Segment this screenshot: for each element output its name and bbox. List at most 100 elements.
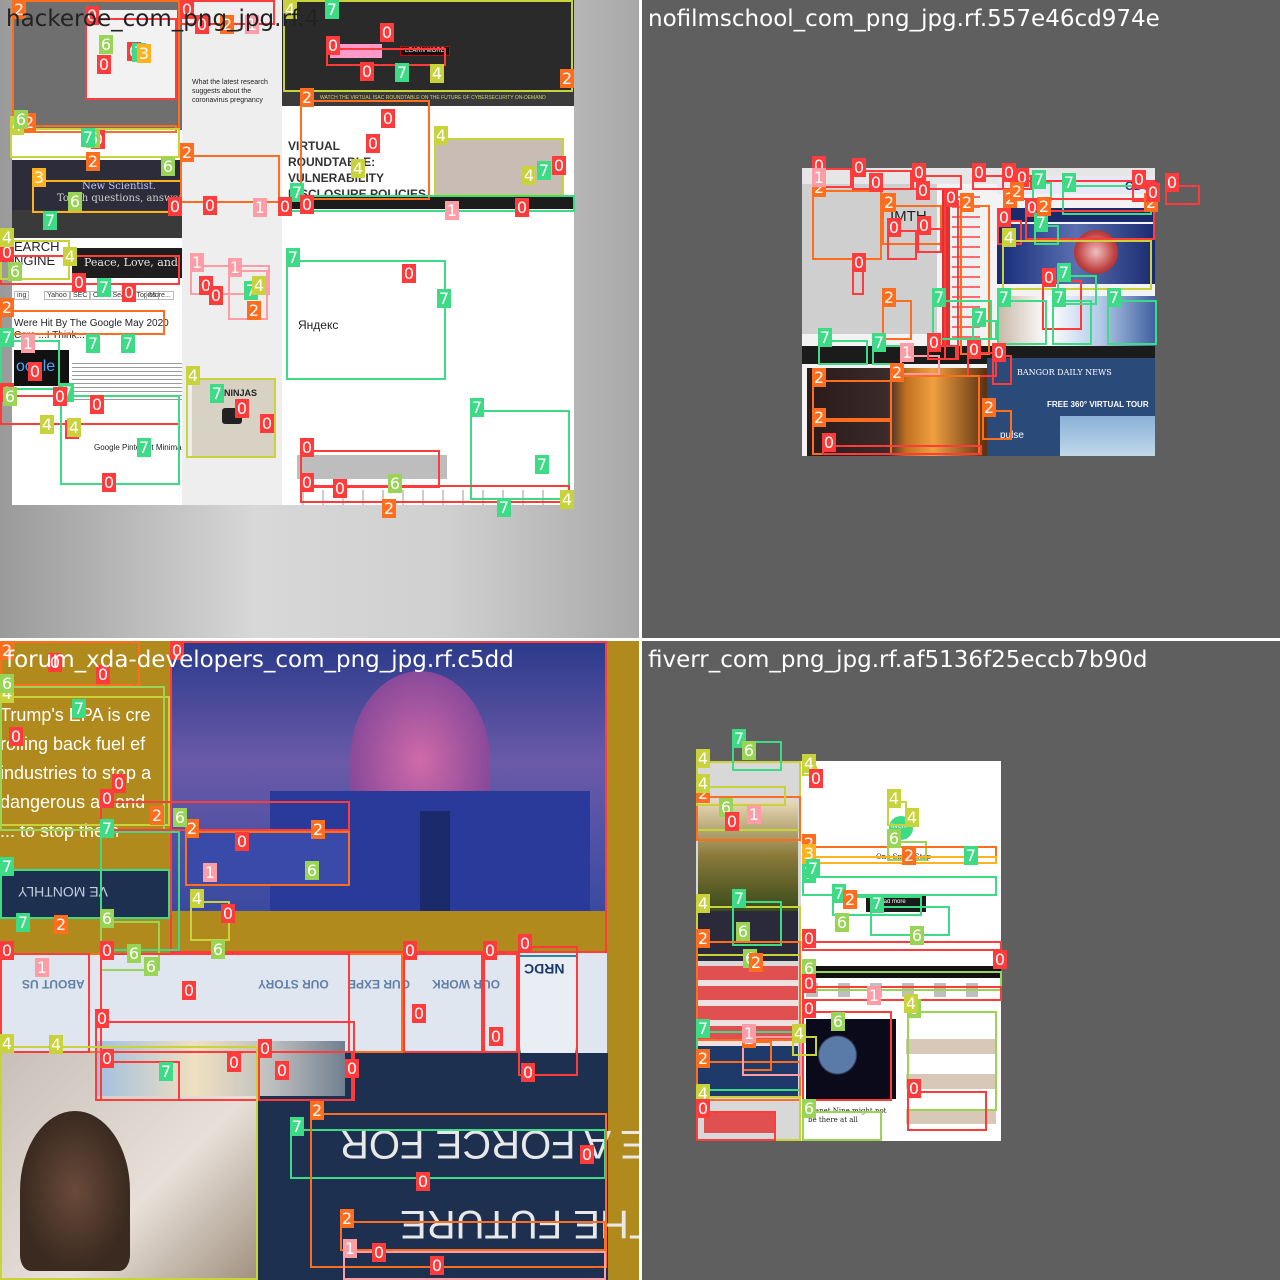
annotation-label: 7	[16, 913, 30, 932]
annotation-label: 6	[305, 861, 319, 880]
annotation-label: 6	[736, 922, 750, 941]
annotation-label: 0	[96, 665, 110, 684]
annotation-label: 0	[372, 1243, 386, 1262]
annotation-label: 0	[992, 343, 1006, 362]
annotation-label: 0	[300, 438, 314, 457]
annotation-label: 4	[696, 894, 710, 913]
annotation-label: 6	[127, 944, 141, 963]
annotation-box	[0, 641, 140, 686]
annotation-label: 0	[802, 929, 816, 948]
annotation-box	[1025, 210, 1155, 240]
thumb-row	[95, 1041, 345, 1096]
annotation-label: 0	[430, 1256, 444, 1275]
annotation-box	[170, 641, 607, 953]
annotation-box	[742, 1036, 802, 1076]
annotation-label: 3	[802, 844, 816, 863]
annotation-label: 6	[14, 110, 28, 129]
annotation-label: 0	[333, 479, 347, 498]
annotation-label: 0	[235, 399, 249, 418]
annotation-label: 1	[21, 334, 35, 353]
annotation-label: 7	[437, 289, 451, 308]
annotation-label: 0	[9, 727, 23, 746]
annotation-label: 0	[380, 23, 394, 42]
annotation-label: 1	[445, 201, 459, 220]
annotation-label: 7	[210, 384, 224, 403]
bangor-heading: BANGOR DAILY NEWS	[1017, 368, 1112, 377]
annotation-label: 7	[1062, 173, 1076, 192]
annotation-label: 0	[100, 1049, 114, 1068]
annotation-label: 0	[85, 6, 99, 25]
annotation-label: 1	[228, 258, 242, 277]
tile-xda: Trump's EPA is cre rolling back fuel ef …	[0, 641, 639, 1280]
annotation-label: 2	[12, 0, 26, 19]
annotation-box	[887, 230, 917, 260]
search-tab-more[interactable]: More...	[146, 291, 174, 300]
annotation-label: 7	[0, 857, 14, 876]
tour-photo	[1060, 416, 1155, 456]
annotation-label: 1	[747, 805, 761, 824]
annotation-label: 0	[1002, 163, 1016, 182]
annotation-label: 0	[852, 158, 866, 177]
tile-title: hackeroe_com_png_jpg.rf.4	[6, 6, 320, 32]
annotation-label: 7	[81, 128, 95, 147]
read-more-button[interactable]: Read more	[876, 899, 906, 905]
annotation-label: 2	[890, 363, 904, 382]
learn-more-button[interactable]: LEARN MORE	[400, 46, 450, 56]
annotation-label: 2	[150, 806, 164, 825]
annotation-label: 0	[0, 243, 14, 262]
annotation-box	[802, 876, 997, 896]
annotation-label: 7	[1034, 213, 1048, 232]
annotation-label: 0	[489, 1027, 503, 1046]
hero-button-red[interactable]	[330, 44, 382, 58]
annotation-label: 0	[809, 769, 823, 788]
watch-banner-bg	[282, 92, 574, 106]
annotation-label: 6	[211, 940, 225, 959]
annotation-label: 4	[904, 994, 918, 1013]
annotation-label: 1	[35, 958, 49, 977]
annotation-label: 6	[742, 741, 756, 760]
search-tab-sec[interactable]: SEC	[70, 291, 91, 300]
bottom-card[interactable]	[704, 1111, 774, 1133]
annotation-label: 2	[1010, 182, 1024, 201]
planet-image[interactable]	[806, 1019, 896, 1099]
annotation-box	[1165, 185, 1200, 205]
annotation-label: 2	[86, 152, 100, 171]
annotation-label: 4	[186, 366, 200, 385]
annotation-label: 2	[696, 1049, 710, 1068]
annotation-box	[696, 796, 801, 841]
research-quote[interactable]: What the latest research suggests about …	[192, 79, 268, 104]
annotation-box	[732, 901, 782, 946]
search-tabs: ing Yahoo SEC Other Search Topics More..…	[12, 288, 177, 306]
annotation-label: 3	[32, 168, 46, 187]
annotation-box	[812, 190, 882, 260]
annotation-label: 7	[290, 1117, 304, 1136]
tour-text[interactable]: FREE 360° VIRTUAL TOUR	[1047, 400, 1149, 409]
annotation-box	[1052, 300, 1092, 345]
annotation-label: 2	[843, 890, 857, 909]
annotation-label: 0	[483, 941, 497, 960]
annotation-box	[403, 953, 483, 1053]
annotation-label: 4	[696, 1084, 710, 1103]
annotation-label: 1	[190, 253, 204, 272]
annotation-label: 0	[95, 1009, 109, 1028]
annotation-label: 0	[580, 1145, 594, 1164]
search-tab-bing[interactable]: ing	[14, 291, 30, 300]
hero-tie	[420, 811, 450, 911]
annotation-label: 4	[1002, 228, 1016, 247]
annotation-label: 2	[220, 15, 234, 34]
annotation-label: 0	[907, 1079, 921, 1098]
child-figure	[20, 1111, 130, 1271]
google-update-heading[interactable]: Were Hit By The Google May 2020 Core ...…	[14, 318, 169, 341]
annotation-box	[32, 180, 182, 213]
annotation-label: 6	[388, 474, 402, 493]
watch-banner-text[interactable]: WATCH THE VIRTUAL ISAC ROUNDTABLE ON THE…	[320, 95, 546, 101]
annotation-label: 3	[137, 44, 151, 63]
search-tab-yahoo[interactable]: Yahoo	[44, 291, 70, 300]
annotation-label: 0	[416, 1172, 430, 1191]
annotation-label: 0	[300, 473, 314, 492]
annotation-label: 4	[887, 789, 901, 808]
annotation-label: 6	[161, 157, 175, 176]
annotation-box	[283, 0, 573, 92]
annotation-label: 0	[696, 1099, 710, 1118]
annotation-label: 0	[97, 55, 111, 74]
